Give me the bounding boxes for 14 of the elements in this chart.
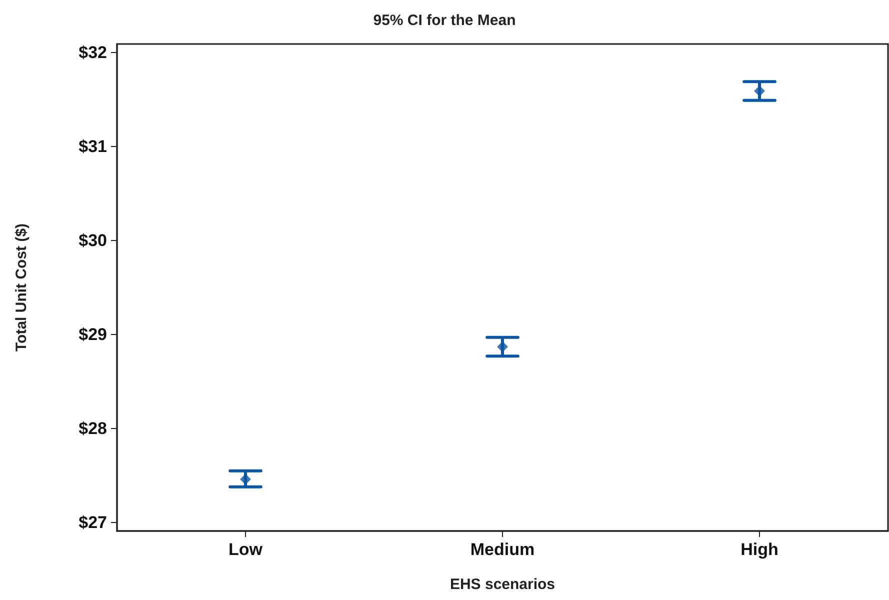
y-axis-title: Total Unit Cost ($) — [13, 223, 30, 352]
y-tick-label: $31 — [78, 136, 107, 156]
point — [497, 341, 508, 352]
x-tick-label: High — [740, 540, 778, 559]
chart-title: 95% CI for the Mean — [373, 12, 516, 29]
x-axis-title: EHS scenarios — [450, 576, 556, 593]
point — [240, 474, 251, 485]
y-tick-label: $32 — [78, 42, 107, 62]
y-tick-label: $29 — [78, 325, 107, 344]
y-tick-label: $27 — [78, 513, 107, 532]
x-tick-label: Low — [228, 540, 264, 559]
y-tick-label: $28 — [78, 419, 107, 438]
x-tick-label: Medium — [470, 540, 535, 559]
y-tick-label: $30 — [78, 230, 107, 250]
